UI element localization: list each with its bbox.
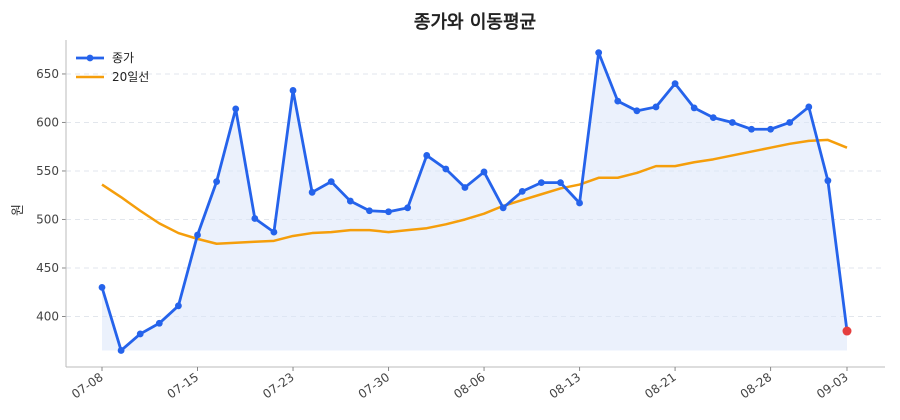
x-tick-label: 07-30: [356, 370, 393, 401]
y-tick-label: 550: [36, 164, 59, 178]
data-point: [270, 228, 278, 236]
y-tick-label: 400: [36, 309, 59, 323]
legend-marker-close: [86, 54, 94, 62]
data-point: [633, 107, 641, 115]
data-point: [767, 125, 774, 133]
x-tick-label: 07-08: [69, 370, 106, 401]
data-point: [175, 302, 182, 310]
x-tick-label: 07-15: [165, 370, 202, 401]
y-tick-label: 500: [36, 212, 59, 226]
y-tick-label: 650: [36, 67, 59, 81]
data-point: [480, 168, 488, 176]
data-point: [404, 204, 412, 212]
chart-title: 종가와 이동평균: [414, 12, 536, 33]
data-point: [595, 49, 603, 57]
y-axis-label: 원: [11, 204, 26, 216]
data-point: [136, 330, 144, 338]
last-point-marker: [842, 326, 852, 336]
data-point: [308, 188, 316, 196]
data-point: [805, 103, 813, 111]
x-tick-label: 08-21: [642, 370, 679, 401]
price-area-fill: [102, 52, 847, 351]
data-point: [366, 207, 373, 215]
data-point: [614, 97, 622, 105]
data-point: [155, 319, 163, 327]
data-point: [251, 215, 259, 222]
data-point: [652, 103, 660, 111]
x-tick-label: 08-06: [451, 370, 488, 401]
data-point: [232, 105, 240, 113]
legend-label-ma20: 20일선: [112, 70, 149, 84]
data-point: [709, 114, 717, 122]
legend-label-close: 종가: [112, 51, 134, 65]
data-point: [671, 80, 679, 88]
data-point: [461, 184, 469, 191]
data-point: [98, 283, 106, 291]
x-tick-label: 09-03: [814, 370, 851, 401]
data-point: [557, 179, 564, 187]
data-point: [346, 197, 354, 205]
data-point: [537, 179, 545, 187]
legend: 종가 20일선: [76, 51, 149, 84]
y-tick-label: 600: [36, 115, 59, 129]
data-point: [213, 178, 221, 186]
data-point: [748, 125, 755, 133]
data-point: [194, 231, 201, 239]
axes: [62, 40, 885, 371]
data-point: [327, 178, 335, 186]
x-tick-label: 08-13: [547, 370, 584, 401]
data-point: [442, 165, 450, 173]
x-tick-label: 08-28: [738, 370, 775, 401]
data-point: [690, 104, 698, 112]
data-point: [576, 199, 583, 207]
data-point: [423, 152, 431, 159]
data-point: [786, 119, 794, 126]
y-tick-label: 450: [36, 261, 59, 275]
x-tick-label: 07-23: [260, 370, 297, 401]
data-point: [518, 187, 526, 195]
series-line-ma20: [101, 138, 848, 245]
data-point: [289, 87, 297, 94]
series-line-close: [100, 51, 849, 352]
data-point: [499, 204, 507, 212]
data-point: [728, 119, 736, 126]
data-point: [117, 347, 125, 354]
data-point: [824, 177, 832, 185]
plot-area: [98, 49, 852, 354]
data-point: [385, 208, 392, 216]
